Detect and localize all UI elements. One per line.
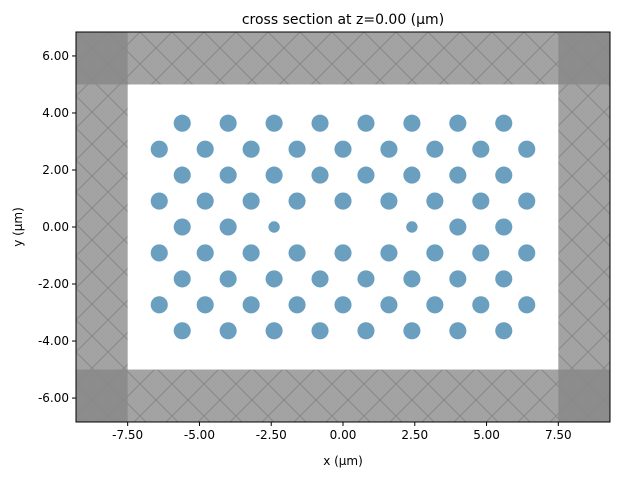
air-hole bbox=[334, 296, 352, 314]
air-hole bbox=[357, 166, 375, 184]
y-tick-label: 6.00 bbox=[42, 49, 69, 63]
air-hole bbox=[403, 270, 421, 288]
air-hole bbox=[472, 140, 490, 158]
air-hole bbox=[196, 296, 214, 314]
air-hole bbox=[242, 192, 260, 210]
air-hole bbox=[403, 322, 421, 340]
air-hole bbox=[426, 296, 444, 314]
air-hole bbox=[173, 166, 191, 184]
pml-left-hatch bbox=[76, 32, 128, 422]
x-tick-label: -2.50 bbox=[256, 428, 287, 442]
air-hole bbox=[449, 166, 467, 184]
air-hole bbox=[357, 114, 375, 132]
air-hole bbox=[219, 322, 237, 340]
air-hole bbox=[173, 114, 191, 132]
air-hole bbox=[426, 140, 444, 158]
air-hole bbox=[265, 166, 283, 184]
air-hole bbox=[265, 270, 283, 288]
air-hole bbox=[265, 322, 283, 340]
air-hole bbox=[449, 114, 467, 132]
y-tick-label: 2.00 bbox=[42, 163, 69, 177]
air-hole bbox=[357, 322, 375, 340]
air-hole bbox=[288, 192, 306, 210]
air-hole bbox=[150, 296, 168, 314]
air-hole bbox=[380, 244, 398, 262]
y-tick-label: 4.00 bbox=[42, 106, 69, 120]
air-hole bbox=[495, 270, 513, 288]
air-hole bbox=[472, 244, 490, 262]
air-hole bbox=[196, 140, 214, 158]
air-hole bbox=[242, 140, 260, 158]
y-axis-label: y (μm) bbox=[11, 207, 25, 247]
air-hole bbox=[334, 244, 352, 262]
x-tick-label: 5.00 bbox=[473, 428, 500, 442]
air-hole bbox=[334, 140, 352, 158]
air-hole bbox=[173, 218, 191, 236]
pml-right-hatch bbox=[558, 32, 610, 422]
air-hole bbox=[150, 244, 168, 262]
air-hole bbox=[173, 270, 191, 288]
air-hole bbox=[311, 166, 329, 184]
chart-title: cross section at z=0.00 (μm) bbox=[242, 12, 444, 28]
air-hole bbox=[357, 270, 375, 288]
air-hole bbox=[518, 140, 536, 158]
pml-top-hatch bbox=[76, 32, 610, 85]
x-axis-label: x (μm) bbox=[323, 454, 363, 468]
air-hole bbox=[495, 166, 513, 184]
air-hole bbox=[495, 114, 513, 132]
air-hole bbox=[426, 244, 444, 262]
x-tick-label: 7.50 bbox=[545, 428, 572, 442]
air-hole bbox=[288, 296, 306, 314]
air-hole bbox=[196, 244, 214, 262]
air-hole bbox=[518, 192, 536, 210]
air-hole bbox=[518, 296, 536, 314]
x-tick-label: -7.50 bbox=[112, 428, 143, 442]
air-hole bbox=[403, 114, 421, 132]
air-hole bbox=[265, 114, 283, 132]
air-hole bbox=[219, 218, 237, 236]
air-hole bbox=[219, 114, 237, 132]
x-tick-label: 0.00 bbox=[330, 428, 357, 442]
air-hole bbox=[426, 192, 444, 210]
air-hole bbox=[242, 296, 260, 314]
air-hole bbox=[150, 192, 168, 210]
air-hole bbox=[380, 140, 398, 158]
air-hole bbox=[472, 192, 490, 210]
y-tick-label: -2.00 bbox=[38, 277, 69, 291]
air-hole bbox=[219, 166, 237, 184]
air-hole bbox=[449, 322, 467, 340]
y-tick-label: 0.00 bbox=[42, 220, 69, 234]
air-hole bbox=[380, 296, 398, 314]
air-hole bbox=[495, 218, 513, 236]
air-hole bbox=[196, 192, 214, 210]
air-hole bbox=[449, 218, 467, 236]
simulation-region bbox=[127, 84, 559, 370]
y-tick-label: -6.00 bbox=[38, 391, 69, 405]
air-hole bbox=[311, 322, 329, 340]
air-hole bbox=[311, 270, 329, 288]
air-hole bbox=[449, 270, 467, 288]
air-hole bbox=[288, 140, 306, 158]
pml-bottom-hatch bbox=[76, 369, 610, 422]
air-hole bbox=[403, 166, 421, 184]
air-hole bbox=[311, 114, 329, 132]
defect-hole bbox=[406, 221, 418, 233]
x-tick-label: 2.50 bbox=[401, 428, 428, 442]
y-tick-label: -4.00 bbox=[38, 334, 69, 348]
air-hole bbox=[242, 244, 260, 262]
x-tick-label: -5.00 bbox=[184, 428, 215, 442]
air-hole bbox=[495, 322, 513, 340]
air-hole bbox=[219, 270, 237, 288]
air-hole bbox=[380, 192, 398, 210]
air-hole bbox=[518, 244, 536, 262]
air-hole bbox=[173, 322, 191, 340]
air-hole bbox=[150, 140, 168, 158]
air-hole bbox=[472, 296, 490, 314]
air-hole bbox=[288, 244, 306, 262]
defect-hole bbox=[268, 221, 280, 233]
air-hole bbox=[334, 192, 352, 210]
